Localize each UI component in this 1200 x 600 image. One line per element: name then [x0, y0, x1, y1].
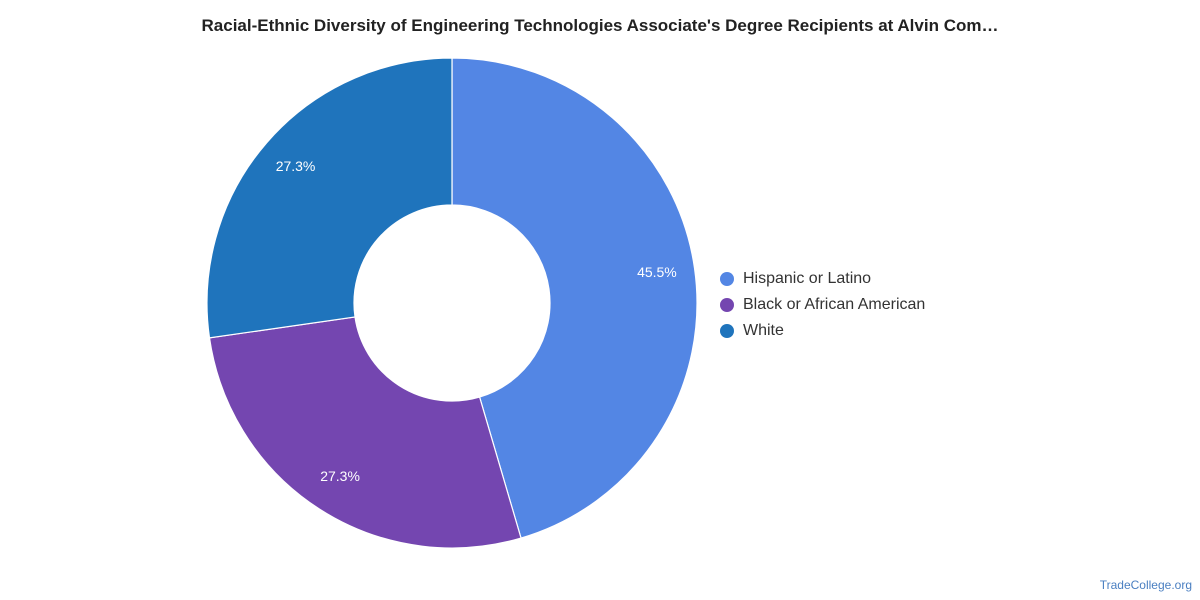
watermark-link[interactable]: TradeCollege.org	[1099, 578, 1192, 592]
legend-swatch-black-or-african-american	[720, 298, 734, 312]
legend-item-white: White	[720, 318, 925, 344]
slice-label-black-or-african-american: 27.3%	[320, 468, 360, 484]
chart-title: Racial-Ethnic Diversity of Engineering T…	[201, 16, 999, 35]
slice-hispanic-or-latino[interactable]	[451, 57, 698, 539]
slice-label-white: 27.3%	[276, 158, 316, 174]
legend-item-hispanic-or-latino: Hispanic or Latino	[720, 266, 925, 292]
slice-black-or-african-american[interactable]	[208, 316, 522, 549]
legend-label-black-or-african-american: Black or African American	[743, 296, 926, 313]
legend-swatch-white	[720, 324, 734, 338]
legend: Hispanic or Latino Black or African Amer…	[720, 266, 925, 344]
slice-label-hispanic-or-latino: 45.5%	[637, 264, 677, 280]
slice-white[interactable]	[206, 57, 453, 339]
legend-label-white: White	[743, 322, 784, 339]
legend-swatch-hispanic-or-latino	[720, 272, 734, 286]
slices-group	[206, 57, 698, 549]
slice-labels-group: 45.5% 27.3% 27.3%	[276, 158, 677, 484]
legend-label-hispanic-or-latino: Hispanic or Latino	[743, 270, 872, 287]
legend-item-black-or-african-american: Black or African American	[720, 292, 925, 318]
